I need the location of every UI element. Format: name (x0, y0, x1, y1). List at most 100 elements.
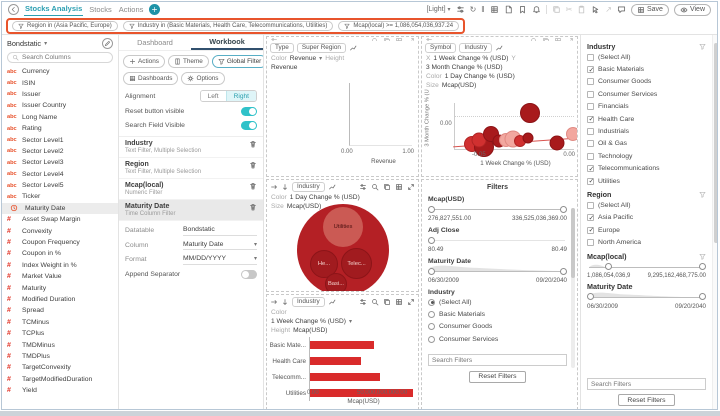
tune-icon[interactable] (359, 298, 367, 306)
column-item[interactable]: abc Sector Level2 (2, 146, 118, 157)
bubble-pack-node[interactable]: Utilities (323, 207, 363, 247)
reset-filters-button[interactable]: Reset Filters (618, 394, 675, 406)
column-item[interactable]: # Modified Duration (2, 294, 118, 305)
search-icon[interactable] (530, 37, 538, 41)
checkbox-item[interactable]: Asia Pacific (587, 212, 706, 224)
slider-handle-min[interactable] (428, 205, 435, 213)
column-search-input[interactable] (22, 54, 108, 61)
copy-icon[interactable] (552, 5, 561, 14)
arrow-right-icon[interactable] (270, 298, 278, 306)
column-item[interactable]: # Coupon in % (2, 248, 118, 259)
column-item[interactable]: abc Ticker (2, 191, 118, 202)
refresh-icon[interactable]: ↻ (469, 4, 477, 14)
back-button[interactable] (8, 4, 19, 15)
checkbox-item[interactable]: Consumer Goods (587, 76, 706, 88)
y-variable[interactable]: 3 Month Change % (USD) (426, 64, 503, 71)
slider-handle-min[interactable] (428, 267, 435, 275)
pointer-icon[interactable] (591, 5, 600, 14)
column-item[interactable]: abc Rating (2, 123, 118, 134)
workbook-filter-item[interactable]: Mcap(local) Numeric Filter (119, 179, 263, 200)
window-scrollbar[interactable] (712, 35, 717, 409)
tab-dashboard[interactable]: Dashboard (137, 38, 173, 47)
search-visible-toggle[interactable] (241, 121, 257, 130)
bubble-pack-node[interactable]: Basi... (325, 273, 347, 291)
column-item[interactable]: # TMDMinus (2, 339, 118, 350)
breadcrumb-industry[interactable]: Industry (292, 296, 325, 307)
filters-scrollbar[interactable] (571, 208, 575, 368)
hierarchy-icon[interactable] (349, 44, 357, 52)
workbook-filter-item[interactable]: Maturity Date Time Column Filter (119, 200, 263, 221)
column-item[interactable]: # TargetConvexity (2, 362, 118, 373)
table-icon[interactable] (554, 37, 562, 41)
tune-icon[interactable] (359, 183, 367, 191)
tab-stocks[interactable]: Stocks (89, 4, 112, 14)
tab-actions[interactable]: Actions (118, 4, 144, 14)
breadcrumb-type[interactable]: Type (270, 42, 294, 53)
checkbox-item[interactable]: Europe (587, 224, 706, 236)
table-icon[interactable] (395, 298, 403, 306)
column-item[interactable]: # Market Value (2, 271, 118, 282)
dashboards-button[interactable]: Dashboards (123, 72, 179, 85)
maturity-date-slider[interactable] (428, 265, 567, 276)
color-value[interactable]: 1 Week Change % (USD) (271, 318, 347, 325)
adj-close-slider[interactable] (428, 236, 567, 245)
trash-icon[interactable] (249, 182, 257, 190)
checkbox-item[interactable]: Utilities (587, 175, 706, 187)
bookmark-icon[interactable] (518, 5, 527, 14)
actions-button[interactable]: Actions (123, 55, 165, 68)
slider-handle-max[interactable] (560, 205, 567, 213)
arrow-down-icon[interactable] (281, 183, 289, 191)
workbook-filter-item[interactable]: Region Text Filter, Multiple Selection (119, 158, 263, 179)
document-icon[interactable] (504, 5, 513, 14)
copy-icon[interactable] (383, 183, 391, 191)
slider-handle-max[interactable] (560, 267, 567, 275)
x-variable[interactable]: 1 Week Change % (USD) (433, 55, 509, 62)
notifications-bell-icon[interactable] (532, 5, 541, 14)
column-item[interactable]: # Index Weight in % (2, 260, 118, 271)
tune-icon[interactable] (456, 5, 465, 14)
filter-pill[interactable]: Industry in (Basic Materials, Health Car… (122, 20, 334, 31)
options-button[interactable]: Options (181, 72, 225, 85)
scatter-bubble[interactable] (565, 126, 577, 141)
maturity-slider[interactable] (587, 292, 706, 302)
color-value[interactable]: 1 Day Change % (USD) (444, 73, 515, 80)
format-select[interactable]: MM/DD/YYYY ▾ (183, 255, 257, 265)
workbook-filter-item[interactable]: Industry Text Filter, Multiple Selection (119, 137, 263, 158)
chevron-down-icon[interactable]: ▾ (44, 41, 48, 47)
expand-icon[interactable] (407, 37, 415, 41)
cut-icon[interactable]: ✂ (565, 4, 573, 14)
radio-option[interactable]: Consumer Goods (428, 321, 567, 333)
column-item[interactable]: # Spread (2, 305, 118, 316)
column-item[interactable]: # TargetModifiedDuration (2, 374, 118, 385)
size-value[interactable]: Mcap(USD) (441, 82, 477, 89)
industry-bubble-panel[interactable]: Industry Color 1 Day Change % (USD) (266, 179, 419, 292)
paste-icon[interactable] (577, 5, 586, 14)
super-region-chart-panel[interactable]: Type Super Region Color Revenue ▾ Height… (266, 36, 419, 177)
column-item[interactable]: abc Issuer Country (2, 100, 118, 111)
tab-stocks-analysis[interactable]: Stocks Analysis (24, 3, 84, 16)
edit-datasource-button[interactable] (102, 38, 113, 49)
checkbox-item[interactable]: Technology (587, 150, 706, 162)
hierarchy-icon[interactable] (328, 298, 336, 306)
share-icon[interactable]: ↗ (605, 4, 612, 14)
breadcrumb-super-region[interactable]: Super Region (296, 42, 346, 53)
checkbox-item[interactable]: (Select All) (587, 199, 706, 211)
append-separator-toggle[interactable] (241, 269, 257, 279)
search-icon[interactable] (371, 298, 379, 306)
column-item[interactable]: abc Long Name (2, 112, 118, 123)
alignment-right-option[interactable]: Right (225, 91, 256, 101)
checkbox-item[interactable]: Oil & Gas (587, 138, 706, 150)
comment-icon[interactable] (617, 5, 626, 14)
column-item[interactable]: abc ISIN (2, 77, 118, 88)
reset-visible-toggle[interactable] (241, 107, 257, 116)
column-select[interactable]: Maturity Date ▾ (183, 241, 257, 250)
checkbox-item[interactable]: Basic Materials (587, 63, 706, 75)
column-item[interactable]: abc Issuer (2, 89, 118, 100)
bar[interactable] (310, 357, 361, 365)
scatter-bubble[interactable] (522, 132, 534, 144)
filters-search-input[interactable] (428, 354, 567, 367)
global-filter-button[interactable]: Global Filter (211, 55, 263, 68)
column-item[interactable]: abc Sector Level3 (2, 157, 118, 168)
column-item[interactable]: # Yield (2, 385, 118, 396)
slider-handle-max[interactable] (699, 263, 706, 271)
